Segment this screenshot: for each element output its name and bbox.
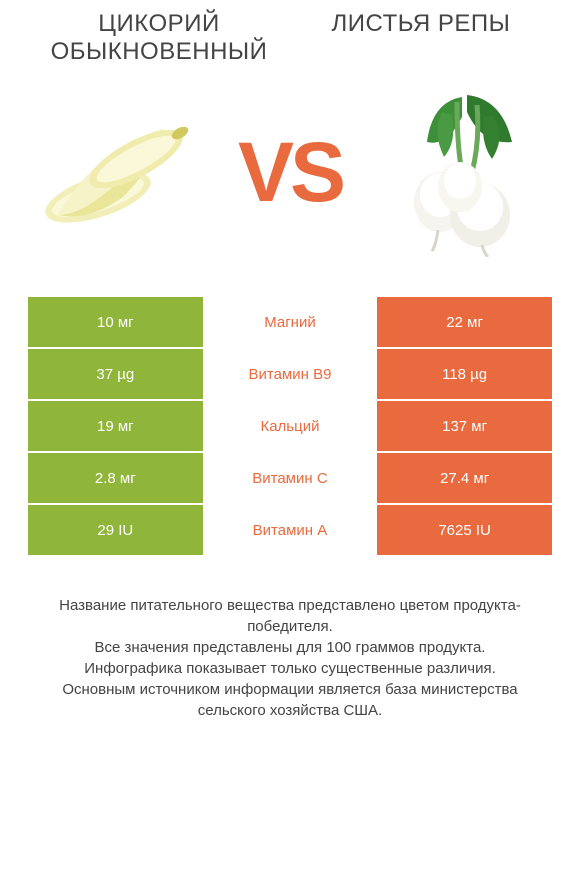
nutrient-right-value: 7625 IU: [377, 505, 552, 555]
titles-row: ЦИКОРИЙ ОБЫКНОВЕННЫЙ ЛИСТЬЯ РЕПЫ: [28, 10, 552, 65]
nutrient-row: 10 мгМагний22 мг: [28, 297, 552, 347]
nutrient-name: Витамин C: [203, 453, 378, 503]
nutrient-right-value: 137 мг: [377, 401, 552, 451]
product-right-image: [372, 87, 552, 257]
nutrient-row: 37 µgВитамин B9118 µg: [28, 349, 552, 399]
vs-label: VS: [238, 124, 342, 221]
nutrient-row: 29 IUВитамин A7625 IU: [28, 505, 552, 555]
hero-row: VS: [28, 77, 552, 267]
nutrient-left-value: 37 µg: [28, 349, 203, 399]
product-left-image: [28, 87, 208, 257]
nutrient-row: 19 мгКальций137 мг: [28, 401, 552, 451]
title-right: ЛИСТЬЯ РЕПЫ: [290, 10, 552, 38]
nutrient-right-value: 118 µg: [377, 349, 552, 399]
nutrient-table: 10 мгМагний22 мг37 µgВитамин B9118 µg19 …: [28, 297, 552, 555]
nutrient-left-value: 29 IU: [28, 505, 203, 555]
nutrient-row: 2.8 мгВитамин C27.4 мг: [28, 453, 552, 503]
nutrient-name: Витамин A: [203, 505, 378, 555]
nutrient-name: Кальций: [203, 401, 378, 451]
nutrient-left-value: 10 мг: [28, 297, 203, 347]
nutrient-left-value: 2.8 мг: [28, 453, 203, 503]
nutrient-name: Витамин B9: [203, 349, 378, 399]
infographic-container: ЦИКОРИЙ ОБЫКНОВЕННЫЙ ЛИСТЬЯ РЕПЫ VS: [0, 0, 580, 721]
nutrient-right-value: 27.4 мг: [377, 453, 552, 503]
nutrient-name: Магний: [203, 297, 378, 347]
nutrient-left-value: 19 мг: [28, 401, 203, 451]
nutrient-right-value: 22 мг: [377, 297, 552, 347]
footer-note: Название питательного вещества представл…: [28, 595, 552, 721]
title-left: ЦИКОРИЙ ОБЫКНОВЕННЫЙ: [28, 10, 290, 65]
